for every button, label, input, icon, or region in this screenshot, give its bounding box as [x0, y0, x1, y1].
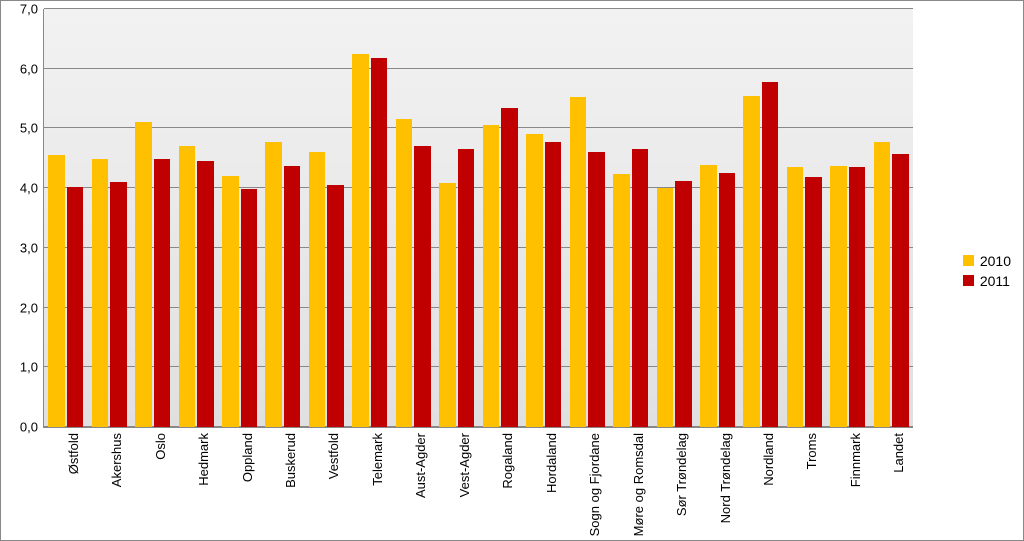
category: Sør Trøndelag: [652, 9, 695, 427]
bar: [352, 54, 369, 427]
bars-layer: ØstfoldAkershusOsloHedmarkOpplandBuskeru…: [44, 9, 913, 427]
bar: [135, 122, 152, 427]
bar: [657, 188, 674, 427]
x-tick-label: Oslo: [153, 433, 168, 460]
bar: [396, 119, 413, 427]
category: Sogn og Fjordane: [565, 9, 608, 427]
category: Telemark: [348, 9, 391, 427]
bar: [849, 167, 866, 427]
bar: [719, 173, 736, 427]
x-tick-label: Nord Trøndelag: [718, 433, 733, 523]
bar: [675, 181, 692, 427]
category: Møre og Romsdal: [609, 9, 652, 427]
y-tick-label: 2,0: [20, 300, 38, 315]
legend-swatch: [963, 255, 974, 266]
bar: [700, 165, 717, 427]
bar: [545, 142, 562, 427]
x-tick-label: Landet: [891, 433, 906, 473]
bar: [197, 161, 214, 427]
x-tick-label: Vestfold: [326, 433, 341, 479]
x-tick-label: Nordland: [761, 433, 776, 486]
legend-label: 2010: [980, 253, 1011, 269]
bar: [892, 154, 909, 427]
legend-label: 2011: [980, 273, 1010, 289]
category: Østfold: [44, 9, 87, 427]
bar: [632, 149, 649, 427]
bar: [110, 182, 127, 427]
bar: [222, 176, 239, 427]
x-tick-label: Sør Trøndelag: [674, 433, 689, 516]
bar: [179, 146, 196, 427]
category: Aust-Agder: [392, 9, 435, 427]
category: Akershus: [87, 9, 130, 427]
bar: [241, 189, 258, 427]
bar: [830, 166, 847, 427]
category: Hedmark: [174, 9, 217, 427]
y-tick-label: 0,0: [20, 420, 38, 435]
x-tick-label: Rogaland: [500, 433, 515, 489]
bar: [67, 187, 84, 427]
bar: [501, 108, 518, 427]
x-tick-label: Møre og Romsdal: [631, 433, 646, 536]
category: Hordaland: [522, 9, 565, 427]
category: Nord Trøndelag: [696, 9, 739, 427]
category: Nordland: [739, 9, 782, 427]
y-tick-label: 3,0: [20, 240, 38, 255]
legend-item: 2011: [963, 273, 1011, 289]
bar: [805, 177, 822, 427]
y-tick-label: 7,0: [20, 2, 38, 17]
y-tick-label: 4,0: [20, 181, 38, 196]
x-tick-label: Akershus: [109, 433, 124, 487]
bar: [762, 82, 779, 427]
bar: [458, 149, 475, 427]
bar: [588, 152, 605, 427]
bar: [787, 167, 804, 427]
x-tick-label: Hedmark: [196, 433, 211, 486]
x-tick-label: Aust-Agder: [413, 433, 428, 498]
x-tick-label: Hordaland: [544, 433, 559, 493]
category: Rogaland: [479, 9, 522, 427]
category: Oppland: [218, 9, 261, 427]
bar: [265, 142, 282, 427]
bar: [371, 58, 388, 427]
category: Oslo: [131, 9, 174, 427]
bar: [570, 97, 587, 427]
bar: [613, 174, 630, 427]
bar: [874, 142, 891, 427]
x-tick-label: Telemark: [370, 433, 385, 486]
category: Buskerud: [261, 9, 304, 427]
bar: [92, 159, 109, 427]
x-tick-label: Buskerud: [283, 433, 298, 488]
x-tick-label: Oppland: [240, 433, 255, 482]
legend: 2010 2011: [963, 249, 1011, 293]
x-tick-label: Finnmark: [848, 433, 863, 487]
x-tick-label: Troms: [804, 433, 819, 469]
bar-chart: 0,01,02,03,04,05,06,07,0 ØstfoldAkershus…: [0, 0, 1024, 541]
y-tick-label: 1,0: [20, 360, 38, 375]
bar: [414, 146, 431, 427]
category: Vest-Agder: [435, 9, 478, 427]
bar: [526, 134, 543, 427]
bar: [327, 185, 344, 427]
bar: [154, 159, 171, 427]
bar: [48, 155, 65, 427]
category: Troms: [783, 9, 826, 427]
bar: [309, 152, 326, 427]
category: Landet: [870, 9, 913, 427]
category: Vestfold: [305, 9, 348, 427]
bar: [284, 166, 301, 427]
bar: [439, 183, 456, 427]
y-tick-label: 5,0: [20, 121, 38, 136]
category: Finnmark: [826, 9, 869, 427]
bar: [743, 96, 760, 427]
bar: [483, 125, 500, 427]
y-tick-label: 6,0: [20, 61, 38, 76]
plot-area: 0,01,02,03,04,05,06,07,0 ØstfoldAkershus…: [43, 9, 913, 428]
legend-swatch: [963, 275, 974, 286]
legend-item: 2010: [963, 253, 1011, 269]
x-tick-label: Østfold: [66, 433, 81, 474]
x-tick-label: Vest-Agder: [457, 433, 472, 497]
x-tick-label: Sogn og Fjordane: [587, 433, 602, 536]
